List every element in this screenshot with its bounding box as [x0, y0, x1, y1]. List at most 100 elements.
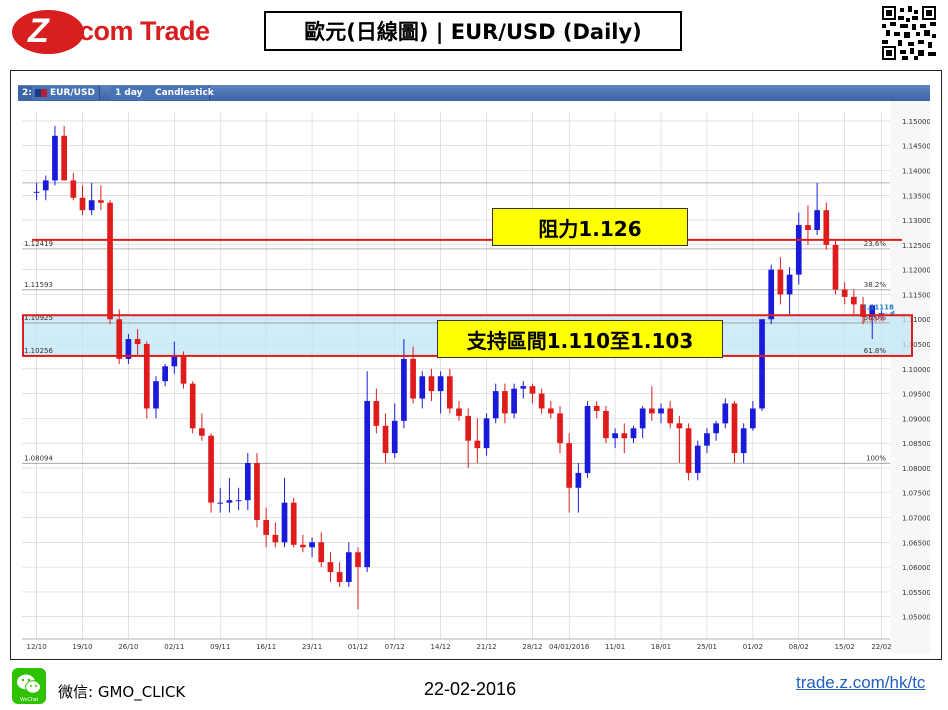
candle-body	[226, 500, 233, 503]
brand-logo: Z .com Trade	[12, 8, 212, 58]
fib-level-label: 38.2%	[864, 281, 887, 289]
candle-body	[355, 552, 361, 568]
symbol-label: EUR/USD	[50, 88, 95, 98]
candle-body	[878, 313, 885, 315]
candle-body	[474, 440, 481, 449]
x-tick-label: 12/10	[26, 643, 46, 651]
candle-body	[391, 420, 398, 454]
candle-body	[300, 544, 306, 548]
y-tick-label: 1.08500	[902, 440, 930, 448]
wechat-label: 微信: GMO_CLICK	[58, 683, 186, 701]
candle-body	[162, 366, 168, 382]
x-tick-label: 19/10	[72, 643, 92, 651]
x-tick-label: 26/10	[118, 643, 138, 651]
candle-body	[731, 403, 738, 454]
page-title: 歐元(日線圖) | EUR/USD (Daily)	[264, 11, 682, 51]
candle-body	[777, 269, 784, 295]
flag-icon	[35, 89, 47, 97]
candle-body	[116, 319, 123, 359]
support-callout: 支持區間1.110至1.103	[437, 320, 723, 358]
candle-body	[685, 428, 692, 473]
candle-body	[740, 428, 747, 454]
y-tick-label: 1.13000	[902, 217, 930, 225]
chart-toolbar: 2: EUR/USD 1 day Candlestick	[18, 85, 930, 101]
plot-background	[18, 101, 930, 653]
fib-price-label: 1.10925	[24, 314, 53, 322]
candle-body	[235, 500, 242, 502]
candle-body	[566, 443, 573, 488]
candle-body	[511, 388, 517, 414]
resistance-callout: 阻力1.126	[492, 208, 688, 246]
y-tick-label: 1.10500	[902, 341, 930, 349]
candle-body	[768, 269, 775, 320]
x-tick-label: 09/11	[210, 643, 230, 651]
candle-body	[630, 428, 637, 439]
candle-body	[373, 401, 380, 426]
candle-body	[841, 289, 848, 297]
candle-body	[713, 423, 719, 434]
current-change-label: 1.50%	[862, 315, 885, 323]
y-tick-label: 1.07000	[902, 515, 930, 523]
y-tick-label: 1.11000	[902, 316, 930, 324]
candlestick-chart[interactable]: 1.15000 1.14500 1.14000 1.13500 1.13000 1.125…	[18, 101, 930, 653]
x-tick-label: 22/02	[871, 643, 891, 651]
candle-body	[98, 200, 104, 203]
candle-body	[61, 135, 67, 181]
y-tick-label: 1.09500	[902, 391, 930, 399]
y-tick-label: 1.12000	[902, 267, 930, 275]
x-tick-label: 14/12	[431, 643, 451, 651]
candle-body	[694, 445, 701, 473]
candle-body	[483, 418, 490, 449]
y-tick-label: 1.10000	[902, 366, 930, 374]
candle-body	[336, 572, 343, 582]
y-tick-label: 1.08000	[902, 465, 930, 473]
x-tick-label: 21/12	[476, 643, 496, 651]
candle-body	[309, 542, 315, 548]
candle-body	[199, 428, 205, 436]
candle-body	[107, 202, 113, 320]
candle-body	[446, 376, 453, 409]
candle-body	[382, 425, 389, 454]
candle-body	[547, 408, 554, 414]
price-axis-panel	[890, 101, 930, 653]
website-link[interactable]: trade.z.com/hk/tc	[796, 673, 926, 692]
candle-body	[492, 391, 499, 419]
candle-body	[658, 408, 664, 414]
y-tick-label: 1.06500	[902, 539, 930, 547]
tab-chart-type[interactable]: Candlestick	[151, 86, 214, 100]
fib-level-label: 23.6%	[864, 240, 887, 248]
candle-body	[79, 197, 86, 211]
candle-body	[263, 520, 270, 535]
x-tick-label: 16/11	[256, 643, 276, 651]
chart-frame	[10, 70, 942, 660]
candle-body	[667, 408, 674, 424]
candle-body	[410, 358, 416, 399]
x-tick-label: 23/11	[302, 643, 322, 651]
candle-body	[832, 244, 839, 290]
candle-body	[759, 319, 765, 409]
x-tick-label: 28/12	[522, 643, 542, 651]
candle-body	[575, 472, 582, 488]
fib-price-label: 1.11593	[24, 281, 53, 289]
candle-body	[401, 358, 407, 421]
x-tick-label: 08/02	[789, 643, 809, 651]
y-tick-label: 1.14000	[902, 167, 930, 175]
y-tick-label: 1.12500	[902, 242, 930, 250]
candle-body	[171, 356, 178, 367]
candle-body	[364, 401, 371, 568]
tab-symbol[interactable]: EUR/USD	[32, 86, 100, 100]
candle-body	[290, 502, 297, 545]
candle-body	[52, 135, 58, 181]
candle-body	[217, 502, 224, 504]
fib-price-label: 1.08094	[24, 454, 53, 462]
tab-interval[interactable]: 1 day	[111, 86, 152, 100]
footer-date: 22-02-2016	[424, 679, 517, 699]
candle-body	[465, 415, 472, 441]
candle-body	[648, 408, 655, 414]
y-tick-label: 1.15000	[902, 118, 930, 126]
candle-body	[538, 393, 545, 409]
candle-body	[327, 562, 334, 573]
x-tick-label: 11/01	[605, 643, 625, 651]
candle-body	[805, 225, 811, 230]
candle-body	[244, 463, 251, 501]
